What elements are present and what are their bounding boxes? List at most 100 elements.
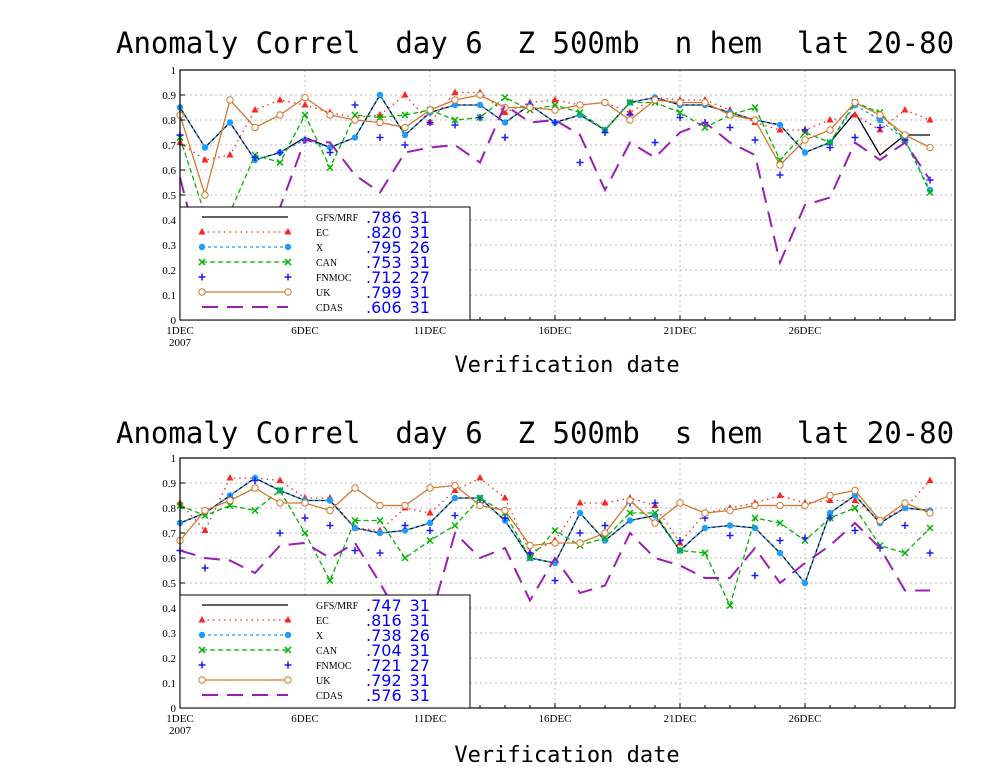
legend-entry: CAN .704 31 — [198, 641, 430, 660]
legend-entry: UK .792 31 — [198, 671, 430, 690]
data-point — [526, 549, 534, 557]
data-point — [926, 549, 934, 557]
chart-title: Anomaly Correl day 6 Z 500mb s hem lat 2… — [116, 416, 954, 450]
legend-score: .753 31 — [366, 253, 430, 272]
data-point — [501, 93, 509, 102]
data-point — [676, 537, 684, 544]
legend-count: 31 — [410, 671, 430, 690]
data-point — [776, 171, 784, 179]
data-point — [276, 476, 284, 483]
data-point — [776, 501, 784, 510]
data-point — [326, 111, 334, 119]
y-tick-label: 0.9 — [162, 90, 176, 102]
legend-box — [179, 206, 471, 321]
data-point — [601, 522, 609, 529]
data-point — [801, 136, 809, 144]
legend-count: 27 — [410, 656, 430, 675]
data-point — [376, 529, 384, 537]
data-point — [226, 474, 234, 481]
y-tick-label: 0.9 — [162, 478, 176, 490]
data-point — [926, 524, 934, 532]
data-point — [851, 98, 859, 107]
data-point — [401, 111, 409, 119]
legend-count: 31 — [410, 208, 430, 227]
data-point — [651, 519, 659, 527]
data-point — [251, 506, 259, 515]
data-point — [276, 529, 284, 537]
data-point — [726, 532, 734, 539]
legend-count: 31 — [410, 223, 430, 242]
data-point — [526, 554, 534, 562]
data-point — [376, 91, 384, 99]
data-point — [676, 499, 684, 507]
data-point — [551, 577, 559, 584]
legend-label: CDAS — [316, 691, 343, 702]
data-point — [476, 474, 484, 481]
data-point — [226, 496, 234, 505]
legend-score: .795 26 — [366, 238, 430, 257]
legend-score: .738 26 — [366, 626, 430, 645]
data-point — [451, 486, 459, 493]
data-point — [276, 111, 284, 119]
y-tick-label: 0.4 — [162, 603, 176, 615]
data-point — [401, 527, 409, 534]
legend-mean: .816 — [366, 611, 402, 630]
data-point — [326, 506, 334, 515]
legend-score: .792 31 — [366, 671, 430, 690]
y-tick-label: 0.1 — [162, 678, 176, 690]
data-point — [201, 144, 209, 151]
y-tick-label: 0.2 — [162, 653, 176, 665]
data-point — [901, 499, 909, 507]
data-point — [726, 111, 734, 119]
y-tick-label: 0.7 — [162, 528, 176, 540]
legend-score: .816 31 — [366, 611, 430, 630]
y-tick-label: 0.6 — [162, 553, 176, 565]
data-point — [501, 494, 509, 501]
data-point — [726, 506, 734, 515]
data-point — [301, 514, 309, 522]
data-point — [501, 506, 509, 515]
legend-score: .747 31 — [366, 596, 430, 615]
data-point — [826, 116, 834, 123]
legend-count: 26 — [410, 626, 430, 645]
x-tick-label: 11DEC — [414, 325, 447, 337]
data-point — [826, 491, 834, 500]
data-point — [251, 106, 259, 113]
data-point — [451, 521, 459, 530]
data-point — [284, 616, 292, 623]
data-point — [426, 484, 434, 492]
data-point — [284, 288, 292, 296]
data-point — [801, 149, 809, 156]
x-axis-label: Verification date — [454, 743, 679, 768]
series-line — [179, 521, 930, 630]
y-tick-label: 0.1 — [162, 290, 176, 302]
data-point — [551, 526, 559, 535]
data-point — [201, 564, 209, 572]
legend-score: .786 31 — [366, 208, 430, 227]
data-point — [776, 537, 784, 544]
data-point — [926, 476, 934, 483]
data-point — [601, 98, 609, 107]
data-point — [326, 497, 334, 504]
data-point — [501, 108, 509, 115]
legend-mean: .576 — [366, 686, 402, 705]
data-point — [576, 529, 584, 537]
data-point — [601, 499, 609, 506]
legend-mean: .786 — [366, 208, 402, 227]
data-point — [501, 514, 509, 522]
data-point — [901, 106, 909, 113]
data-point — [776, 519, 784, 527]
data-point — [751, 524, 759, 532]
data-point — [626, 116, 634, 124]
legend-label: X — [316, 631, 324, 642]
data-point — [451, 121, 459, 129]
x-tick-label: 21DEC — [664, 713, 697, 725]
data-point — [626, 98, 634, 107]
legend-entry: FNMOC .712 27 — [198, 268, 430, 287]
data-point — [651, 96, 659, 104]
data-point — [301, 499, 309, 507]
data-point — [198, 258, 206, 266]
x-tick-sublabel: 2007 — [169, 725, 192, 737]
x-tick-label: 1DEC — [166, 325, 194, 337]
